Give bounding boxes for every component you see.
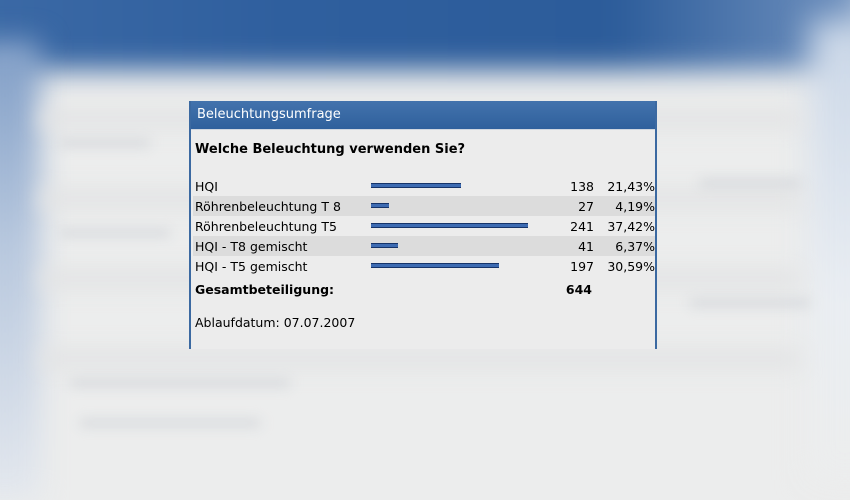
- poll-option-count: 138: [570, 179, 594, 194]
- poll-option-bar: [371, 203, 389, 208]
- poll-option-bar: [371, 263, 499, 268]
- poll-option-label: HQI: [195, 179, 218, 194]
- poll-option-row: HQI - T5 gemischt 197 30,59%: [193, 256, 655, 276]
- poll-option-bar: [371, 223, 528, 228]
- poll-total-value: 644: [565, 282, 592, 297]
- poll-option-label: Röhrenbeleuchtung T5: [195, 219, 337, 234]
- poll-option-row: Röhrenbeleuchtung T 8 27 4,19%: [193, 196, 655, 216]
- poll-option-row: HQI - T8 gemischt 41 6,37%: [193, 236, 655, 256]
- poll-option-row: HQI 138 21,43%: [193, 176, 655, 196]
- poll-expiry-date: Ablaufdatum: 07.07.2007: [195, 315, 356, 330]
- background-blur-line: [60, 230, 170, 236]
- background-blur-line: [70, 380, 290, 386]
- background-blur-row: [40, 350, 800, 368]
- poll-total-label: Gesamtbeteiligung:: [195, 282, 335, 297]
- poll-option-count: 41: [578, 239, 594, 254]
- poll-question: Welche Beleuchtung verwenden Sie?: [195, 142, 466, 157]
- poll-option-label: HQI - T8 gemischt: [195, 239, 308, 254]
- background-blur-line: [690, 300, 810, 306]
- poll-option-count: 27: [578, 199, 594, 214]
- poll-option-bar: [371, 243, 398, 248]
- background-blur-line: [60, 140, 150, 146]
- poll-option-row: Röhrenbeleuchtung T5 241 37,42%: [193, 216, 655, 236]
- poll-option-percent: 6,37%: [615, 239, 655, 254]
- poll-title: Beleuchtungsumfrage: [191, 101, 655, 130]
- poll-option-label: HQI - T5 gemischt: [195, 259, 308, 274]
- background-right-blur: [810, 20, 850, 480]
- poll-option-bar: [371, 183, 461, 188]
- background-header-blur: [0, 0, 850, 70]
- poll-panel: Beleuchtungsumfrage Welche Beleuchtung v…: [189, 101, 657, 349]
- poll-option-count: 241: [570, 219, 594, 234]
- poll-option-percent: 37,42%: [607, 219, 655, 234]
- poll-option-count: 197: [570, 259, 594, 274]
- background-left-blur: [0, 40, 40, 500]
- poll-option-percent: 30,59%: [607, 259, 655, 274]
- background-blur-line: [700, 180, 800, 186]
- poll-option-percent: 21,43%: [607, 179, 655, 194]
- poll-option-label: Röhrenbeleuchtung T 8: [195, 199, 341, 214]
- background-blur-line: [80, 420, 260, 426]
- poll-option-percent: 4,19%: [615, 199, 655, 214]
